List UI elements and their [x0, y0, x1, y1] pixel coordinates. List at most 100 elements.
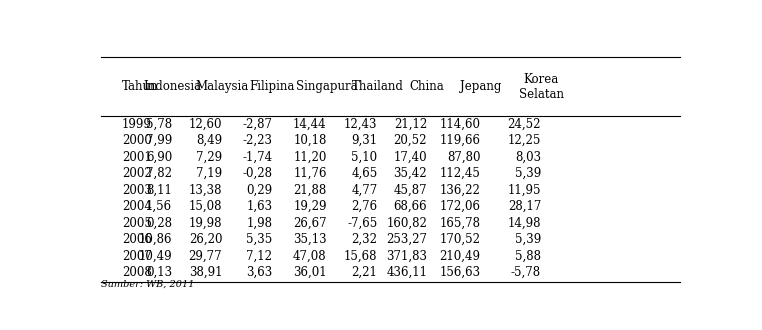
Text: Jepang: Jepang — [459, 80, 501, 93]
Text: 28,17: 28,17 — [507, 200, 541, 213]
Text: 2,32: 2,32 — [351, 233, 377, 246]
Text: Sumber: WB, 2011: Sumber: WB, 2011 — [101, 280, 194, 289]
Text: 2000: 2000 — [122, 134, 152, 147]
Text: 2008: 2008 — [122, 266, 152, 279]
Text: -1,74: -1,74 — [242, 150, 273, 164]
Text: 1,63: 1,63 — [246, 200, 273, 213]
Text: 12,60: 12,60 — [189, 117, 223, 131]
Text: 6,90: 6,90 — [146, 150, 172, 164]
Text: 112,45: 112,45 — [440, 167, 480, 180]
Text: 47,08: 47,08 — [293, 250, 327, 263]
Text: Indonesia: Indonesia — [143, 80, 201, 93]
Text: 436,11: 436,11 — [386, 266, 427, 279]
Text: 156,63: 156,63 — [439, 266, 480, 279]
Text: 19,98: 19,98 — [189, 217, 223, 230]
Text: China: China — [410, 80, 444, 93]
Text: 119,66: 119,66 — [439, 134, 480, 147]
Text: 2004: 2004 — [122, 200, 152, 213]
Text: 2006: 2006 — [122, 233, 152, 246]
Text: 2005: 2005 — [122, 217, 152, 230]
Text: 8,49: 8,49 — [196, 134, 223, 147]
Text: 24,52: 24,52 — [507, 117, 541, 131]
Text: -7,65: -7,65 — [347, 217, 377, 230]
Text: 5,78: 5,78 — [146, 117, 172, 131]
Text: 2003: 2003 — [122, 184, 152, 197]
Text: 2,76: 2,76 — [351, 200, 377, 213]
Text: 253,27: 253,27 — [386, 233, 427, 246]
Text: Malaysia: Malaysia — [196, 80, 249, 93]
Text: 0,29: 0,29 — [246, 184, 273, 197]
Text: 2002: 2002 — [122, 167, 152, 180]
Text: 3,63: 3,63 — [246, 266, 273, 279]
Text: 14,44: 14,44 — [293, 117, 327, 131]
Text: 11,20: 11,20 — [293, 150, 327, 164]
Text: 210,49: 210,49 — [439, 250, 480, 263]
Text: -0,28: -0,28 — [242, 167, 273, 180]
Text: 15,08: 15,08 — [189, 200, 223, 213]
Text: 165,78: 165,78 — [439, 217, 480, 230]
Text: 5,35: 5,35 — [246, 233, 273, 246]
Text: Tahun: Tahun — [122, 80, 158, 93]
Text: 7,12: 7,12 — [246, 250, 273, 263]
Text: 2007: 2007 — [122, 250, 152, 263]
Text: 7,99: 7,99 — [146, 134, 172, 147]
Text: -5,78: -5,78 — [511, 266, 541, 279]
Text: -2,87: -2,87 — [242, 117, 273, 131]
Text: Korea
Selatan: Korea Selatan — [519, 73, 564, 101]
Text: 5,88: 5,88 — [515, 250, 541, 263]
Text: 2001: 2001 — [122, 150, 152, 164]
Text: 1,98: 1,98 — [246, 217, 273, 230]
Text: 29,77: 29,77 — [188, 250, 223, 263]
Text: 4,65: 4,65 — [351, 167, 377, 180]
Text: 8,03: 8,03 — [515, 150, 541, 164]
Text: 114,60: 114,60 — [439, 117, 480, 131]
Text: 87,80: 87,80 — [447, 150, 480, 164]
Text: 5,39: 5,39 — [515, 167, 541, 180]
Text: 7,19: 7,19 — [196, 167, 223, 180]
Text: 172,06: 172,06 — [439, 200, 480, 213]
Text: 14,98: 14,98 — [507, 217, 541, 230]
Text: 26,20: 26,20 — [189, 233, 223, 246]
Text: 0,13: 0,13 — [146, 266, 172, 279]
Text: 8,11: 8,11 — [146, 184, 172, 197]
Text: 1999: 1999 — [122, 117, 152, 131]
Text: 17,40: 17,40 — [393, 150, 427, 164]
Text: 10,18: 10,18 — [293, 134, 327, 147]
Text: Filipina: Filipina — [250, 80, 295, 93]
Text: 35,42: 35,42 — [393, 167, 427, 180]
Text: 2,21: 2,21 — [351, 266, 377, 279]
Text: 15,68: 15,68 — [344, 250, 377, 263]
Text: 19,29: 19,29 — [293, 200, 327, 213]
Text: 170,52: 170,52 — [439, 233, 480, 246]
Text: 13,38: 13,38 — [189, 184, 223, 197]
Text: 136,22: 136,22 — [440, 184, 480, 197]
Text: Singapura: Singapura — [296, 80, 357, 93]
Text: 1,56: 1,56 — [146, 200, 172, 213]
Text: 26,67: 26,67 — [293, 217, 327, 230]
Text: 9,31: 9,31 — [351, 134, 377, 147]
Text: -2,23: -2,23 — [242, 134, 273, 147]
Text: 11,95: 11,95 — [507, 184, 541, 197]
Text: 45,87: 45,87 — [393, 184, 427, 197]
Text: 12,25: 12,25 — [507, 134, 541, 147]
Text: 38,91: 38,91 — [189, 266, 223, 279]
Text: 7,29: 7,29 — [196, 150, 223, 164]
Text: 36,01: 36,01 — [293, 266, 327, 279]
Text: Thailand: Thailand — [351, 80, 403, 93]
Text: 5,10: 5,10 — [351, 150, 377, 164]
Text: 35,13: 35,13 — [293, 233, 327, 246]
Text: 371,83: 371,83 — [386, 250, 427, 263]
Text: 4,77: 4,77 — [351, 184, 377, 197]
Text: 7,82: 7,82 — [146, 167, 172, 180]
Text: 10,86: 10,86 — [139, 233, 172, 246]
Text: 11,76: 11,76 — [293, 167, 327, 180]
Text: 20,52: 20,52 — [394, 134, 427, 147]
Text: 68,66: 68,66 — [393, 200, 427, 213]
Text: 0,28: 0,28 — [146, 217, 172, 230]
Text: 21,12: 21,12 — [394, 117, 427, 131]
Text: 160,82: 160,82 — [386, 217, 427, 230]
Text: 21,88: 21,88 — [293, 184, 327, 197]
Text: 10,49: 10,49 — [139, 250, 172, 263]
Text: 5,39: 5,39 — [515, 233, 541, 246]
Text: 12,43: 12,43 — [344, 117, 377, 131]
